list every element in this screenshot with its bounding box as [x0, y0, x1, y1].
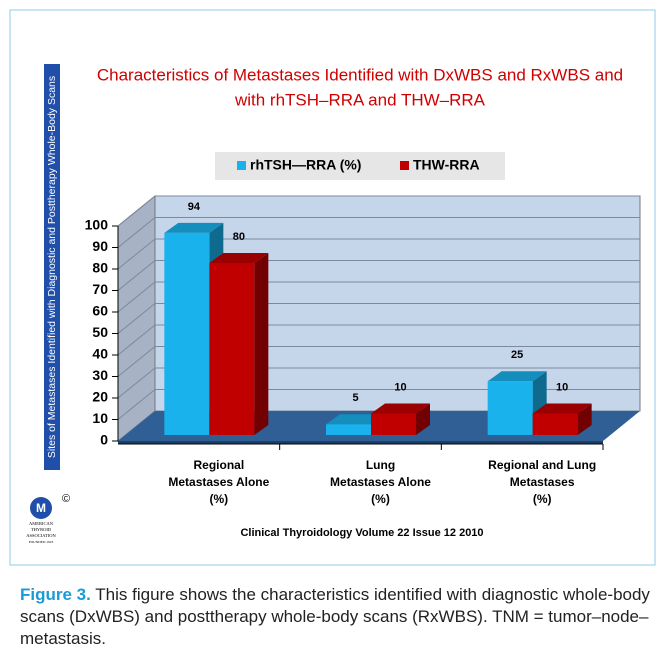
bar — [532, 413, 578, 435]
y-tick-label: 90 — [92, 238, 108, 254]
grid-line — [117, 303, 156, 334]
bar-side — [254, 253, 269, 435]
value-label: 10 — [394, 381, 406, 393]
x-tick-label: (%) — [533, 492, 552, 506]
grid-line — [117, 389, 156, 420]
bar-top — [164, 222, 224, 233]
grid-line — [117, 367, 156, 399]
logo-text: AMERICAN — [29, 521, 54, 526]
value-label: 10 — [556, 381, 568, 393]
x-tick-label: Metastases Alone — [330, 475, 431, 489]
bar — [326, 424, 371, 435]
grid-line — [117, 281, 156, 313]
x-tick-label: (%) — [371, 492, 390, 506]
grid-line — [117, 346, 156, 377]
y-tick-label: 10 — [92, 410, 108, 426]
legend-swatch — [237, 161, 246, 170]
value-label: 25 — [511, 349, 523, 361]
bar — [487, 381, 533, 435]
logo-text: FOUNDED 1923 — [29, 540, 54, 544]
x-tick-label: Metastases Alone — [168, 475, 269, 489]
logo-text: ASSOCIATION — [26, 533, 56, 538]
grid-line — [117, 195, 156, 227]
side-label-box — [44, 64, 60, 470]
frame-border — [9, 9, 656, 566]
y-tick-label: 30 — [92, 367, 108, 383]
y-tick-label: 80 — [92, 260, 108, 276]
grid-line — [117, 238, 156, 270]
value-label: 94 — [188, 201, 201, 213]
bar-side — [577, 403, 592, 435]
grid-line — [117, 260, 156, 291]
value-label: 80 — [233, 231, 245, 243]
legend-box — [215, 152, 505, 180]
bar — [209, 263, 255, 435]
side-label: Sites of Metastases Identified with Diag… — [46, 76, 58, 458]
legend-label: rhTSH—RRA (%) — [250, 157, 361, 173]
x-tick-label: Metastases — [510, 475, 575, 489]
logo-mark: M — [36, 501, 46, 515]
bar — [164, 232, 210, 435]
caption-text: This figure shows the characteristics id… — [20, 585, 650, 648]
value-label: 5 — [352, 392, 358, 404]
caption: Figure 3. This figure shows the characte… — [20, 584, 650, 650]
floor-edge — [118, 441, 603, 444]
grid-line — [117, 324, 156, 356]
x-tick-label: Regional — [193, 458, 244, 472]
y-tick-label: 60 — [92, 303, 108, 319]
bar-top — [326, 414, 385, 425]
y-tick-label: 20 — [92, 389, 108, 405]
x-tick-label: Regional and Lung — [488, 458, 596, 472]
bar — [371, 413, 416, 435]
y-tick-label: 100 — [85, 217, 109, 233]
y-tick-label: 40 — [92, 346, 108, 362]
bar-top — [209, 253, 269, 263]
x-tick-label: (%) — [209, 492, 228, 506]
bar-top — [532, 403, 592, 414]
grid-line — [117, 217, 156, 248]
bar-top — [371, 403, 430, 414]
chart: Sites of Metastases Identified with Diag… — [9, 9, 656, 566]
source: Clinical Thyroidology Volume 22 Issue 12… — [240, 527, 483, 539]
logo — [30, 497, 52, 519]
legend-swatch — [400, 161, 409, 170]
y-tick-label: 50 — [92, 324, 108, 340]
chart-title: with rhTSH–RRA and THW–RRA — [234, 90, 486, 109]
copyright: © — [62, 493, 70, 505]
bar-top — [487, 371, 547, 382]
caption-label: Figure 3. — [20, 585, 91, 604]
legend-label: THW-RRA — [413, 157, 480, 173]
y-tick-label: 70 — [92, 281, 108, 297]
bar-side — [416, 403, 430, 435]
chart-title: Characteristics of Metastases Identified… — [97, 65, 623, 84]
y-tick-label: 0 — [100, 432, 108, 448]
x-tick-label: Lung — [366, 458, 395, 472]
logo-text: THYROID — [31, 527, 52, 532]
